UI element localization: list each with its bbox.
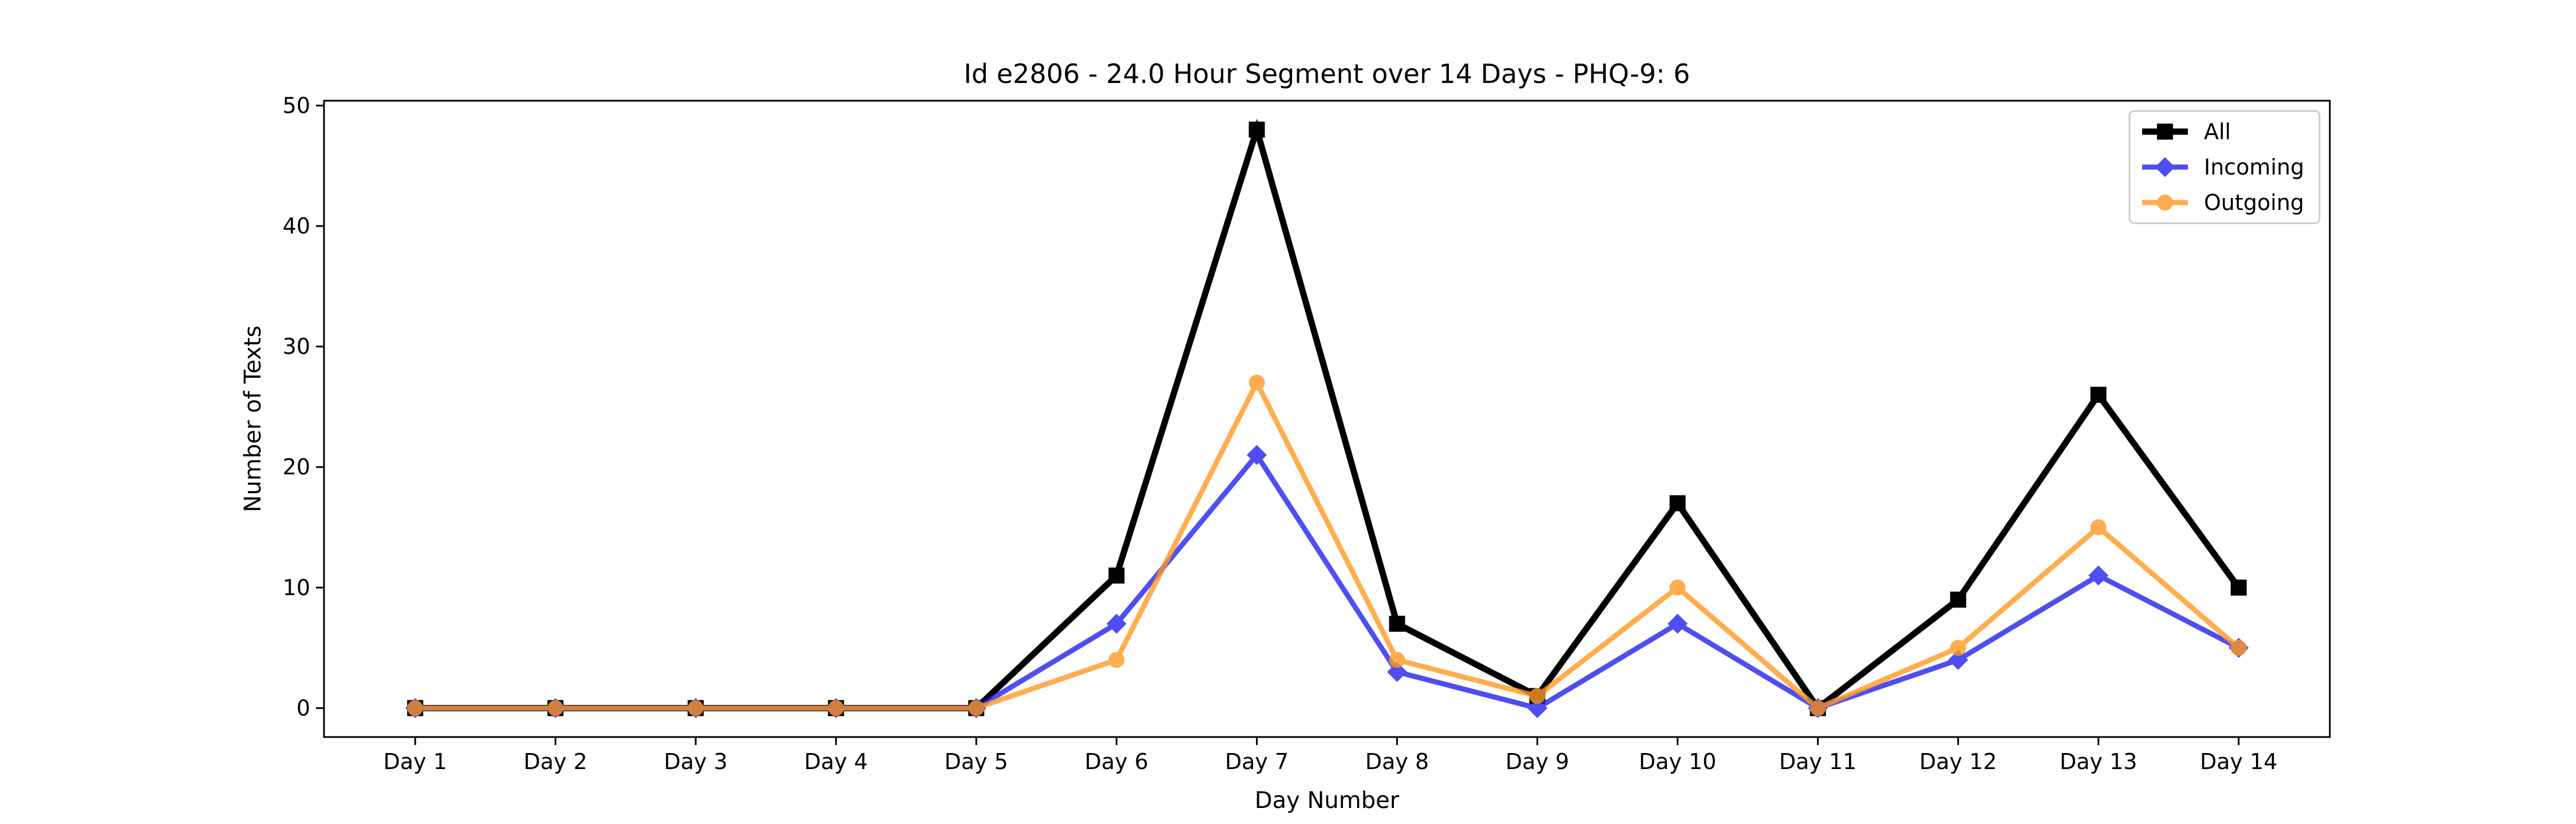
data-point [1108,652,1125,668]
data-point [2090,519,2107,536]
x-tick-label: Day 4 [804,749,868,774]
x-tick-label: Day 9 [1506,749,1569,774]
data-point [407,700,424,716]
legend-item [2142,195,2188,211]
y-axis-label: Number of Texts [240,326,266,512]
x-tick-label: Day 11 [1779,749,1856,774]
data-point [1246,445,1267,465]
x-tick-label: Day 12 [1919,749,1997,774]
data-point [1669,495,1686,512]
series-line [415,450,2240,711]
data-point [1389,652,1405,668]
data-point [2090,386,2107,403]
legend-marker [2157,195,2173,211]
data-point [828,700,844,716]
legend: All Incoming Outgoing [2128,110,2321,224]
data-point [1108,567,1125,584]
y-axis: 0 10 20 30 40 50 [283,93,324,720]
legend-item [2142,124,2188,140]
series-line [415,377,2241,711]
data-point [688,700,704,716]
data-point [1948,649,1969,670]
x-tick-label: Day 3 [664,749,728,774]
data-point [1809,700,1826,716]
data-point [1527,698,1548,718]
data-point [1387,661,1408,682]
x-tick-label: Day 10 [1639,749,1716,774]
legend-label: All [2204,119,2231,144]
y-tick-label: 0 [297,695,310,720]
y-tick-label: 20 [283,454,310,480]
x-tick-label: Day 5 [945,749,1008,774]
data-point [1106,613,1127,634]
series-line [415,118,2242,713]
data-point [2230,640,2247,656]
y-tick-label: 30 [283,334,310,359]
data-point [1669,579,1686,596]
data-point [1249,374,1265,391]
x-tick-label: Day 6 [1085,749,1148,774]
x-tick-label: Day 14 [2200,749,2277,774]
data-point [1529,688,1546,704]
x-tick-label: Day 7 [1225,749,1289,774]
legend-label: Incoming [2204,154,2304,180]
chart-title: Id e2806 - 24.0 Hour Segment over 14 Day… [964,58,1690,89]
x-tick-label: Day 1 [384,749,447,774]
series-all [407,118,2247,716]
data-point [2230,579,2247,596]
series-outgoing [407,374,2247,716]
data-point [2088,565,2109,586]
data-point [1668,613,1688,634]
legend-item [2142,157,2188,177]
data-point [547,700,564,716]
x-tick-label: Day 8 [1365,749,1429,774]
legend-label: Outgoing [2204,190,2304,215]
data-point [1950,640,1966,656]
y-tick-label: 10 [283,575,310,600]
data-point [1389,616,1405,632]
data-point [968,700,985,716]
series-layer [405,118,2249,718]
data-point [1249,121,1265,138]
x-axis: Day 1 Day 2 Day 3 Day 4 Day 5 Day 6 Day 7 Day 8… [384,737,2277,774]
data-point [1950,591,1966,608]
legend-marker [2157,124,2173,140]
y-tick-label: 40 [283,213,310,239]
x-tick-label: Day 2 [524,749,587,774]
legend-box [2128,110,2321,224]
legend-marker [2155,157,2175,177]
x-axis-label: Day Number [1255,787,1400,814]
plot-area [323,100,2331,738]
x-tick-label: Day 13 [2060,749,2137,774]
y-tick-label: 50 [283,93,310,118]
